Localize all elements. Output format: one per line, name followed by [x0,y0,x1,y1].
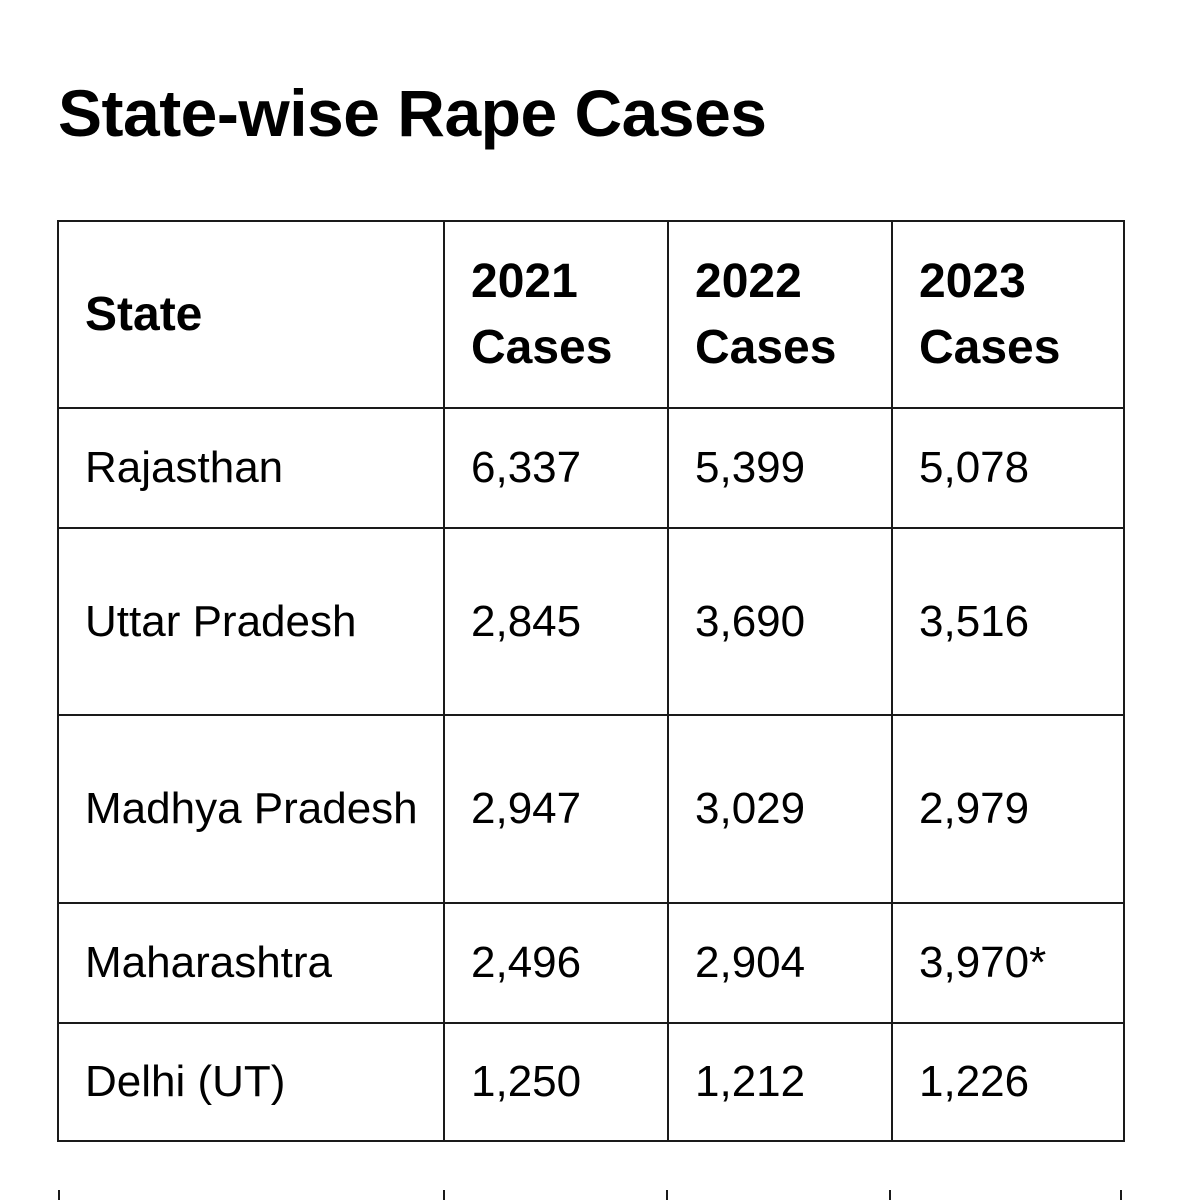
header-2023-cases: 2023 Cases [891,220,1125,409]
cases-2023-cell: 1,226 [891,1022,1125,1142]
cases-2022-cell: 1,212 [667,1022,893,1142]
state-cell: Rajasthan [57,407,445,529]
header-state: State [57,220,445,409]
header-2022-cases: 2022 Cases [667,220,893,409]
table-row: Maharashtra 2,496 2,904 3,970* [57,902,1125,1024]
cases-2021-cell: 2,845 [443,527,669,716]
cropped-border-tick [443,1190,445,1200]
cropped-border-tick [58,1190,60,1200]
state-cell: Maharashtra [57,902,445,1024]
state-cell: Madhya Pradesh [57,714,445,904]
cases-2021-cell: 6,337 [443,407,669,529]
cases-table: State 2021 Cases 2022 Cases 2023 Cases R… [57,220,1125,1142]
cases-2023-cell: 5,078 [891,407,1125,529]
table-row: Delhi (UT) 1,250 1,212 1,226 [57,1022,1125,1142]
table-row: Madhya Pradesh 2,947 3,029 2,979 [57,714,1125,904]
header-2021-cases: 2021 Cases [443,220,669,409]
cases-2023-cell: 3,970* [891,902,1125,1024]
cases-2021-cell: 2,496 [443,902,669,1024]
cases-2022-cell: 2,904 [667,902,893,1024]
cases-2021-cell: 2,947 [443,714,669,904]
cases-2022-cell: 5,399 [667,407,893,529]
cropped-border-tick [1120,1190,1122,1200]
table-row: Uttar Pradesh 2,845 3,690 3,516 [57,527,1125,716]
state-cell: Delhi (UT) [57,1022,445,1142]
cases-2023-cell: 2,979 [891,714,1125,904]
cases-2021-cell: 1,250 [443,1022,669,1142]
cases-2022-cell: 3,690 [667,527,893,716]
cropped-border-tick [889,1190,891,1200]
state-cell: Uttar Pradesh [57,527,445,716]
cases-2022-cell: 3,029 [667,714,893,904]
page-title: State-wise Rape Cases [58,76,767,150]
cases-2023-cell: 3,516 [891,527,1125,716]
cropped-border-tick [666,1190,668,1200]
table-row: Rajasthan 6,337 5,399 5,078 [57,407,1125,529]
table-header-row: State 2021 Cases 2022 Cases 2023 Cases [57,220,1125,409]
